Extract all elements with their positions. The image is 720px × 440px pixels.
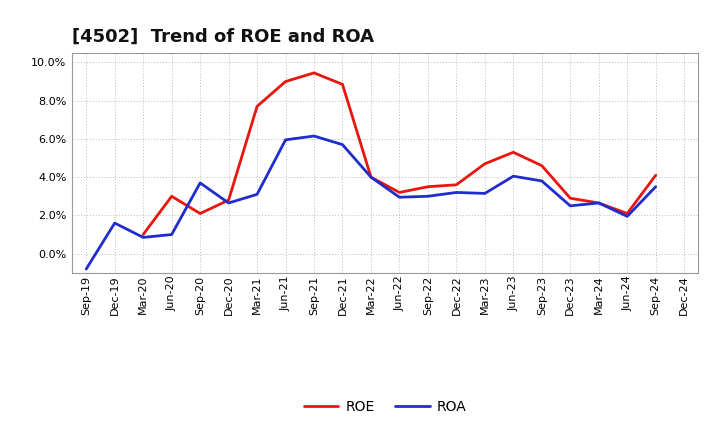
ROE [253,104,261,109]
ROA [423,194,432,199]
ROA [395,194,404,200]
ROA [139,235,148,240]
ROE [139,232,148,237]
ROE [310,70,318,76]
ROE [282,79,290,84]
ROA [82,266,91,271]
ROE [452,182,461,187]
ROE [623,211,631,216]
ROA [225,200,233,205]
ROA [480,191,489,196]
ROE [167,194,176,199]
ROA [537,178,546,183]
ROA [652,184,660,189]
ROE [423,184,432,189]
ROE [395,190,404,195]
ROA [310,133,318,139]
ROA [623,214,631,219]
Line: ROA: ROA [86,136,656,269]
ROE [480,161,489,166]
ROA [366,175,375,180]
ROA [595,200,603,205]
ROA [196,180,204,186]
ROE [225,198,233,203]
ROA [566,203,575,209]
ROE [196,211,204,216]
Text: [4502]  Trend of ROE and ROA: [4502] Trend of ROE and ROA [72,28,374,46]
ROA [509,173,518,179]
ROA [110,220,119,226]
ROA [282,137,290,143]
ROA [452,190,461,195]
ROE [595,200,603,205]
ROE [366,175,375,180]
ROA [253,192,261,197]
ROE [652,172,660,178]
ROA [167,232,176,237]
ROE [537,163,546,169]
ROE [566,195,575,201]
Legend: ROE, ROA: ROE, ROA [298,394,472,419]
ROE [338,82,347,87]
Line: ROE: ROE [143,73,656,235]
ROA [338,142,347,147]
ROE [509,150,518,155]
